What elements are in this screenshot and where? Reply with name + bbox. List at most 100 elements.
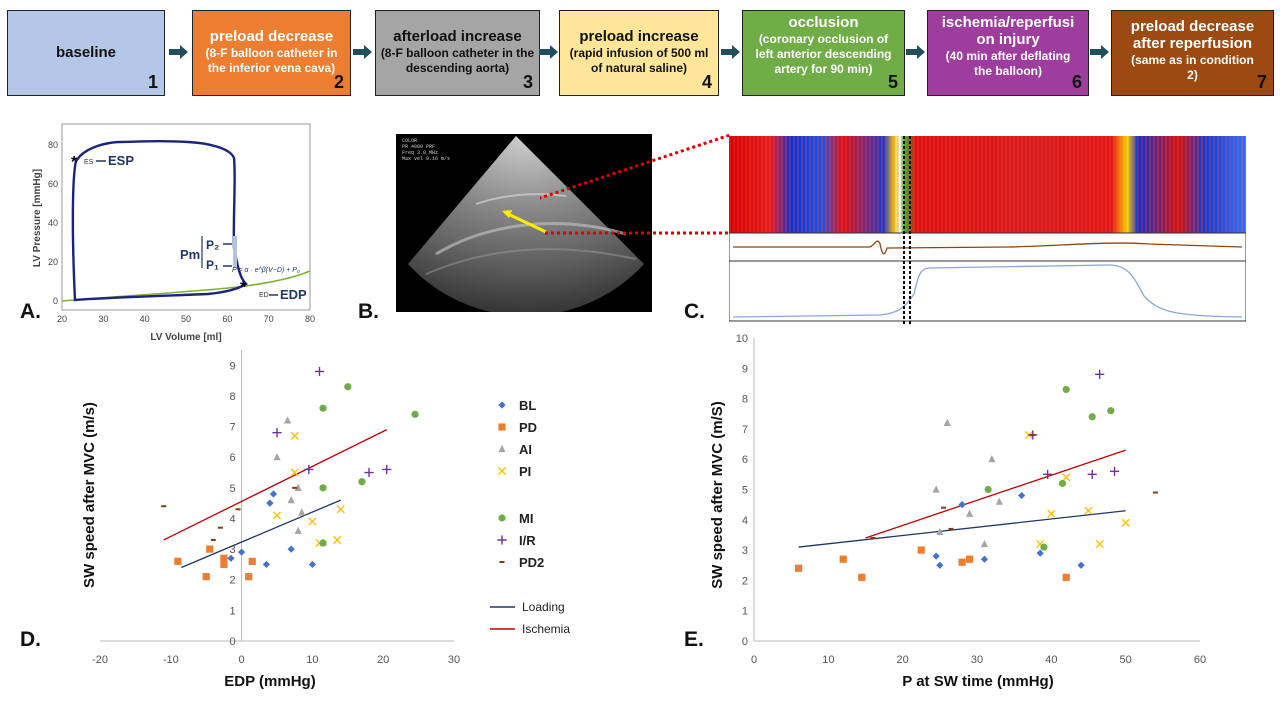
point-pd	[795, 564, 803, 572]
point-i-r	[1087, 469, 1097, 479]
point-bl	[266, 499, 274, 507]
overlay-line: Freq 3.0 MHz	[402, 150, 439, 156]
step-number: 5	[887, 72, 898, 92]
point-pd	[174, 557, 182, 565]
panel-label-d: D.	[20, 628, 41, 651]
point-mi	[1088, 413, 1096, 421]
p1-label: P₁	[206, 258, 219, 272]
pv-y-tick: 0	[53, 296, 58, 306]
point-mi	[411, 410, 419, 418]
legend-label: Loading	[522, 600, 565, 614]
point-ai	[273, 453, 281, 461]
y-tick-label: 3	[229, 544, 235, 556]
point-ai	[298, 508, 306, 516]
x-tick-label: 10	[822, 654, 834, 666]
legend-marker-bl	[498, 401, 506, 409]
step-number: 2	[333, 72, 344, 92]
ultrasound-image: COLOR PR 4000 PRF Freq 3.0 MHz Max vel 0…	[396, 134, 652, 312]
chart-d-ylabel: SW speed after MVC (m/s)	[81, 402, 98, 588]
point-bl	[1077, 561, 1085, 569]
arrow-right-icon	[906, 45, 925, 59]
pv-x-tick: 20	[57, 314, 67, 324]
step-preload-decrease-after-reperfusion: preload decrease after reperfusion (same…	[1111, 10, 1274, 96]
step-title: preload increase	[579, 28, 699, 45]
point-ai	[294, 483, 302, 491]
panel-label-e: E.	[684, 628, 704, 651]
step-subtitle: (same as in condition 2)	[1131, 53, 1254, 82]
pv-y-tick: 60	[48, 179, 58, 189]
step-number: 4	[701, 72, 712, 92]
overlay-line: COLOR	[402, 138, 418, 144]
point-i-r	[272, 428, 282, 438]
edpvr-formula: P = α · e^β(V−D) + P₀	[232, 267, 300, 274]
x-tick-label: 0	[239, 654, 245, 666]
y-tick-label: 7	[742, 424, 748, 436]
es-label: ES	[84, 159, 94, 166]
pv-y-tick: 80	[48, 140, 58, 150]
step-title: preload decrease after reperfusion	[1130, 18, 1255, 52]
point-pd2	[948, 527, 954, 530]
point-pd	[248, 557, 256, 565]
y-tick-label: 0	[229, 636, 235, 648]
panel-label-a: A.	[20, 300, 41, 323]
y-tick-label: 8	[742, 394, 748, 406]
pv-x-tick: 50	[181, 314, 191, 324]
edp-label: EDP	[280, 287, 307, 302]
point-pi	[1047, 509, 1056, 518]
pv-xlabel: LV Volume [ml]	[150, 332, 221, 343]
legend-label: PI	[519, 464, 531, 479]
point-pd	[220, 560, 228, 569]
trendline-loading	[798, 510, 1126, 548]
pv-x-tick: 40	[140, 314, 150, 324]
panel-label-b: B.	[358, 300, 379, 323]
trendline-loading	[181, 499, 341, 569]
legend-label: BL	[519, 398, 536, 413]
point-bl	[1036, 549, 1044, 557]
scatter-chart-pressure: SW speed after MVC (m/S) P at SW time (m…	[709, 333, 1206, 690]
pressure-trace	[732, 264, 1243, 318]
x-tick-label: 30	[971, 654, 983, 666]
y-tick-label: 6	[742, 454, 748, 466]
legend-label: AI	[519, 442, 532, 457]
point-mi	[984, 485, 992, 494]
overlay-line: PR 4000 PRF	[402, 144, 436, 150]
p2-label: P₂	[206, 238, 219, 252]
point-bl	[227, 554, 235, 562]
point-bl	[269, 490, 278, 498]
step-title: occlusion	[788, 14, 859, 31]
step-preload-increase: preload increase (rapid infusion of 500 …	[559, 10, 719, 96]
point-bl	[980, 555, 989, 563]
chart-e-xlabel: P at SW time (mmHg)	[902, 673, 1053, 690]
pv-x-tick: 70	[264, 314, 274, 324]
point-bl	[308, 560, 316, 569]
legend-marker-ai	[498, 444, 506, 453]
x-tick-label: 60	[1194, 654, 1206, 666]
pv-y-tick: 40	[48, 218, 58, 228]
step-title: baseline	[55, 44, 117, 61]
point-pd	[206, 545, 214, 553]
point-pd	[958, 558, 966, 566]
x-tick-label: 30	[448, 654, 460, 666]
y-tick-label: 4	[229, 513, 235, 525]
point-i-r	[1043, 469, 1053, 479]
zoom-connector	[540, 133, 731, 235]
arrow-right-icon	[169, 45, 188, 59]
y-tick-label: 7	[229, 422, 235, 434]
point-bl	[1018, 491, 1026, 500]
point-pd2	[235, 508, 241, 511]
y-tick-label: 4	[742, 515, 748, 527]
legend-label: PD2	[519, 555, 544, 570]
legend-marker-pi	[497, 466, 507, 476]
y-tick-label: 8	[229, 391, 235, 403]
x-tick-label: 10	[306, 654, 318, 666]
x-tick-label: 50	[1120, 654, 1132, 666]
point-i-r	[1109, 466, 1120, 476]
point-mi	[319, 539, 327, 547]
x-tick-label: 0	[751, 654, 757, 666]
point-pi	[1062, 473, 1071, 482]
chart-d-xlabel: EDP (mmHg)	[224, 673, 315, 690]
point-pi	[1084, 506, 1093, 515]
point-ai	[287, 495, 295, 504]
point-pd	[858, 573, 866, 581]
